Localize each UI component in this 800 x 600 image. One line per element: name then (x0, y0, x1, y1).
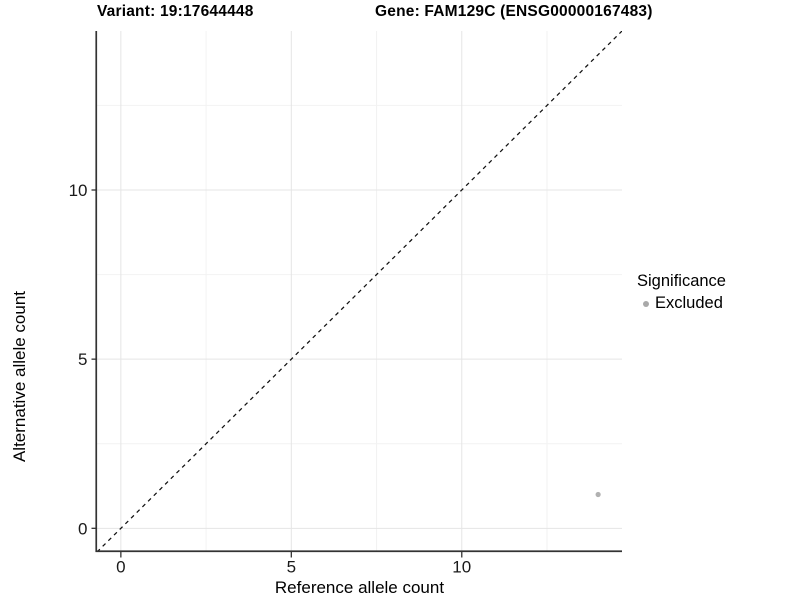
x-axis-title: Reference allele count (274, 578, 445, 597)
x-tick-label: 10 (452, 558, 471, 577)
data-point (595, 491, 601, 498)
legend-item-label: Excluded (655, 294, 723, 312)
identity-reference-line (97, 31, 622, 552)
y-tick-label: 0 (78, 519, 87, 538)
legend-item-excluded: Excluded (637, 294, 726, 313)
legend-point-icon (642, 300, 649, 307)
y-tick-label: 10 (69, 181, 88, 200)
plot-title-variant: Variant: 19:17644448 (97, 3, 254, 20)
x-tick-label: 0 (116, 558, 125, 577)
x-tick-label: 5 (287, 558, 296, 577)
plot-title-gene: Gene: FAM129C (ENSG00000167483) (375, 3, 653, 20)
legend-key (637, 295, 654, 312)
y-tick-label: 5 (78, 350, 87, 369)
legend: Significance Excluded (637, 272, 726, 313)
plot-panel (97, 31, 622, 552)
legend-title: Significance (637, 272, 726, 290)
